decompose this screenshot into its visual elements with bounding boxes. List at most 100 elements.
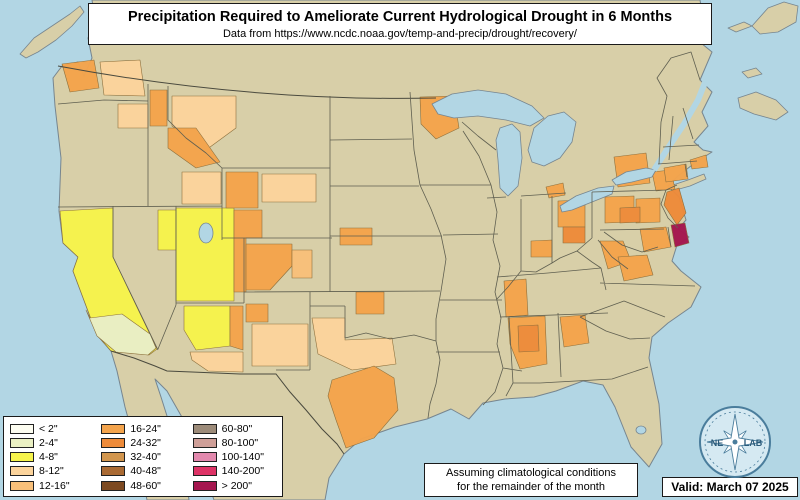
region-massachusetts-16-24 <box>689 154 709 170</box>
canada-border <box>57 65 437 99</box>
legend-column-1: < 2" 2-4" 4-8" 8-12" 12-16" <box>10 422 95 492</box>
map-title: Precipitation Required to Ameliorate Cur… <box>127 9 673 25</box>
region-pennsylvania-24-32 <box>619 206 641 224</box>
region-tennessee-16-24 <box>503 278 529 318</box>
legend-item: 24-32" <box>101 436 186 449</box>
international-borders <box>57 65 437 455</box>
legend-item: 8-12" <box>10 465 95 478</box>
legend-label: 48-60" <box>130 479 161 492</box>
region-delaware-gt200 <box>670 222 690 248</box>
compass-hub <box>732 439 738 445</box>
legend-label: > 200" <box>221 479 252 492</box>
region-colorado-16-24 <box>245 243 293 291</box>
legend-item: 2-4" <box>10 436 95 449</box>
vancouver-island <box>19 5 85 59</box>
region-connecticut-16-24 <box>663 163 689 183</box>
legend-item: 12-16" <box>10 479 95 492</box>
legend-item: 16-24" <box>101 422 186 435</box>
legend-label: 100-140" <box>221 451 264 463</box>
legend-label: 8-12" <box>39 465 64 478</box>
legend-swatch <box>192 480 217 491</box>
nova-scotia <box>737 91 789 121</box>
legend-label: 16-24" <box>130 422 161 435</box>
lake-okeechobee <box>635 425 647 435</box>
region-kansas-nebraska-16-24 <box>339 227 373 246</box>
newfoundland-island <box>751 1 799 35</box>
legend-item: < 2" <box>10 422 95 435</box>
legend-swatch <box>101 423 126 434</box>
lake-huron <box>527 111 577 167</box>
lake-superior <box>431 89 545 127</box>
region-arizona-16-24 <box>229 305 244 351</box>
mexico-border <box>110 350 345 455</box>
region-alabama-24-32 <box>517 324 540 353</box>
legend-item: 80-100" <box>192 436 278 449</box>
region-newmexico-16-24 <box>245 303 269 323</box>
legend-item: 4-8" <box>10 451 95 464</box>
valid-date: Valid: March 07 2025 <box>662 477 798 497</box>
region-arizona-8-12 <box>189 351 244 373</box>
logo-tick-ring <box>704 411 766 473</box>
legend-label: 140-200" <box>221 465 264 478</box>
region-virginia-16-24 <box>617 254 654 282</box>
legend-item: > 200" <box>192 479 278 492</box>
region-texas-16-24 <box>327 365 399 449</box>
legend-swatch <box>192 437 217 448</box>
legend-label: 80-100" <box>221 436 259 449</box>
region-oregon-8-12 <box>117 103 149 129</box>
legend-label: 40-48" <box>130 465 161 478</box>
valid-date-text: Valid: March 07 2025 <box>671 480 789 494</box>
legend-swatch <box>10 452 34 462</box>
legend-swatch <box>192 466 217 477</box>
logo-text-right: LAB <box>744 438 763 448</box>
legend-item: 40-48" <box>101 465 186 478</box>
region-utah-4-8 <box>175 207 235 302</box>
region-idaho-8-12 <box>181 171 222 205</box>
legend: < 2" 2-4" 4-8" 8-12" 12-16" 16-24" 24-32… <box>3 416 283 497</box>
legend-swatch <box>10 480 34 491</box>
logo-text-left: NE <box>711 438 724 448</box>
region-montana-16-24 <box>167 127 221 169</box>
drought-regions <box>59 59 709 449</box>
nexlab-logo-graphic: NE LAB <box>699 406 771 478</box>
legend-column-2: 16-24" 24-32" 32-40" 40-48" 48-60" <box>101 422 186 492</box>
lake-ontario <box>611 167 657 186</box>
nexlab-logo: NE LAB <box>698 405 772 479</box>
legend-swatch <box>101 480 126 491</box>
legend-label: < 2" <box>39 422 58 435</box>
anticosti-island <box>727 21 753 33</box>
region-georgia-16-24 <box>559 314 590 348</box>
region-ohio-24-32 <box>562 226 586 244</box>
legend-swatch <box>101 452 126 462</box>
legend-item: 100-140" <box>192 451 278 464</box>
region-oklahoma-16-24 <box>355 291 385 315</box>
legend-label: 12-16" <box>39 479 70 492</box>
assumption-note-line2: for the remainder of the month <box>457 481 605 493</box>
legend-label: 32-40" <box>130 451 161 463</box>
region-arizona-4-8 <box>183 305 231 351</box>
lake-erie <box>559 185 615 213</box>
assumption-note-line1: Assuming climatological conditions <box>446 467 616 479</box>
legend-label: 4-8" <box>39 451 58 463</box>
title-box: Precipitation Required to Ameliorate Cur… <box>88 3 712 45</box>
region-kentucky-16-24 <box>530 239 553 258</box>
legend-item: 60-80" <box>192 422 278 435</box>
region-wyoming-16-24 <box>225 171 259 209</box>
region-idaho-panhandle-16-24 <box>149 89 168 127</box>
st-lawrence-river <box>651 78 709 172</box>
region-socal-2-4 <box>85 309 157 356</box>
legend-label: 60-80" <box>221 422 253 435</box>
legend-swatch <box>192 452 217 462</box>
legend-swatch <box>192 423 217 434</box>
region-wyoming-8-12 <box>261 173 317 203</box>
legend-label: 2-4" <box>39 436 58 449</box>
great-lakes <box>198 78 709 435</box>
region-nevada-4-8 <box>157 209 177 251</box>
assumption-note: Assuming climatological conditions for t… <box>424 463 638 497</box>
legend-swatch <box>10 423 34 434</box>
legend-swatch <box>101 437 126 448</box>
legend-label: 24-32" <box>130 436 161 449</box>
region-newjersey-24-32 <box>663 187 687 226</box>
